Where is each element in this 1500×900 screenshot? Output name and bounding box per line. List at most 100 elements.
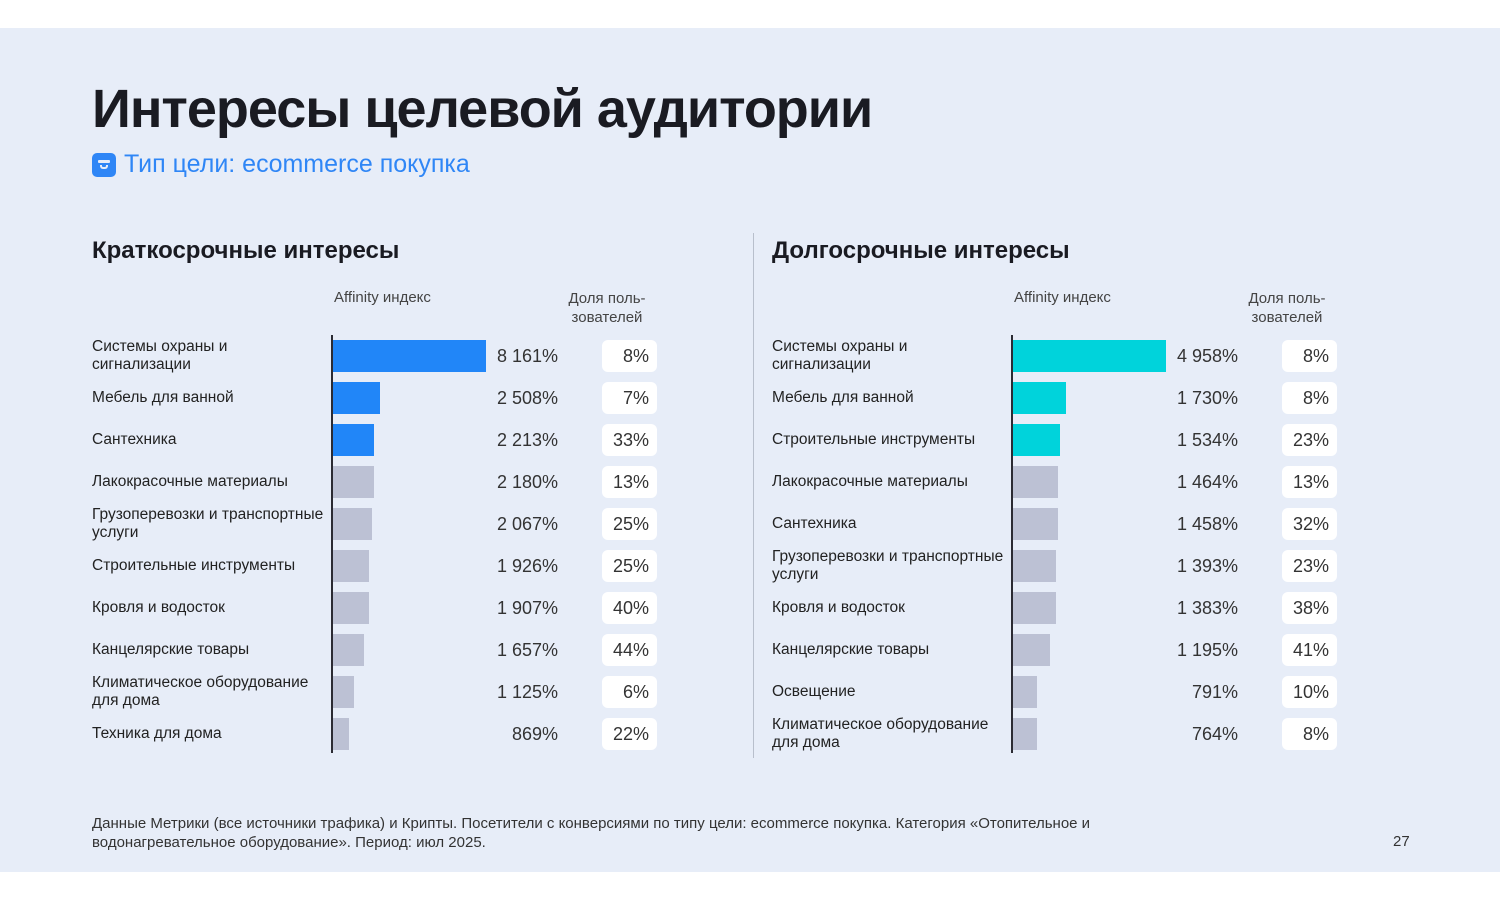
chart-row: Грузоперевозки и транспортные услуги 2 06… [92,503,732,545]
affinity-bar [333,424,375,456]
chart-row: Техника для дома 869% 22% [92,713,732,755]
user-share-badge: 33% [602,424,657,456]
affinity-bar [333,340,486,372]
affinity-bar [1013,718,1037,750]
user-share-badge: 40% [602,592,657,624]
category-label: Сантехника [92,431,177,448]
chart-row: Строительные инструменты 1 534% 23% [772,419,1412,461]
chart-row: Кровля и водосток 1 383% 38% [772,587,1412,629]
affinity-value: 1 926% [496,556,558,576]
chart-row: Кровля и водосток 1 907% 40% [92,587,732,629]
affinity-value: 2 213% [496,430,558,450]
user-share-badge: 41% [1282,634,1337,666]
category-label: Мебель для ванной [92,389,234,406]
user-share-badge: 8% [1282,718,1337,750]
user-share-badge: 22% [602,718,657,750]
category-label: Мебель для ванной [772,389,914,406]
chart-row: Строительные инструменты 1 926% 25% [92,545,732,587]
chart-axis [1011,335,1013,753]
category-label: Кровля и водосток [92,599,225,616]
category-label: Грузоперевозки и транспортные услуги [772,548,1004,583]
affinity-value: 1 730% [1176,388,1238,408]
chart-row: Мебель для ванной 2 508% 7% [92,377,732,419]
user-share-badge: 6% [602,676,657,708]
long-term-interests-panel: Долгосрочные интересы Affinity индекс До… [772,233,1412,763]
affinity-bar [333,676,355,708]
panel-title-short-term: Краткосрочные интересы [92,237,400,264]
affinity-value: 1 383% [1176,598,1238,618]
category-label: Лакокрасочные материалы [92,473,288,490]
category-label: Системы охраны и сигнализации [92,338,228,373]
chart-axis [331,335,333,753]
affinity-bar [333,550,370,582]
affinity-column-header: Affinity индекс [334,289,431,306]
user-share-badge: 32% [1282,508,1337,540]
category-label: Системы охраны и сигнализации [772,338,908,373]
affinity-bar [1013,424,1061,456]
affinity-bar [333,508,372,540]
affinity-bar [1013,466,1059,498]
affinity-value: 4 958% [1176,346,1238,366]
affinity-bar [333,718,350,750]
chart-row: Лакокрасочные материалы 1 464% 13% [772,461,1412,503]
goal-type: Тип цели: ecommerce покупка [92,150,470,179]
chart-row: Сантехника 2 213% 33% [92,419,732,461]
category-label: Кровля и водосток [772,599,905,616]
user-share-badge: 23% [1282,550,1337,582]
chart-row: Освещение 791% 10% [772,671,1412,713]
affinity-value: 2 067% [496,514,558,534]
page-title: Интересы целевой аудитории [92,79,873,139]
affinity-bar [1013,340,1166,372]
panel-divider [753,233,754,758]
affinity-value: 2 508% [496,388,558,408]
slide: Интересы целевой аудитории Тип цели: eco… [0,28,1500,872]
category-label: Сантехника [772,515,857,532]
category-label: Климатическое оборудование для дома [92,674,309,709]
goal-type-label: Тип цели: ecommerce покупка [124,150,470,178]
short-term-interests-panel: Краткосрочные интересы Affinity индекс Д… [92,233,732,763]
chart-row: Системы охраны и сигнализации 8 161% 8% [92,335,732,377]
affinity-bar [1013,592,1056,624]
chart-row: Климатическое оборудование для дома 764% 8… [772,713,1412,755]
affinity-bar [1013,508,1058,540]
share-column-header: Доля поль-зователей [1248,290,1326,326]
affinity-value: 1 464% [1176,472,1238,492]
affinity-bar [333,634,365,666]
footnote: Данные Метрики (все источники трафика) и… [92,815,1091,851]
affinity-bar [333,466,374,498]
affinity-bar [1013,382,1067,414]
chart-row: Мебель для ванной 1 730% 8% [772,377,1412,419]
affinity-value: 1 657% [496,640,558,660]
affinity-value: 1 195% [1176,640,1238,660]
chart-row: Канцелярские товары 1 195% 41% [772,629,1412,671]
user-share-badge: 38% [1282,592,1337,624]
chart-row: Канцелярские товары 1 657% 44% [92,629,732,671]
category-label: Строительные инструменты [92,557,296,574]
category-label: Лакокрасочные материалы [772,473,968,490]
affinity-value: 1 458% [1176,514,1238,534]
chart-row: Лакокрасочные материалы 2 180% 13% [92,461,732,503]
category-label: Климатическое оборудование для дома [772,716,989,751]
user-share-badge: 13% [1282,466,1337,498]
category-label: Освещение [772,683,856,700]
chart-row: Системы охраны и сигнализации 4 958% 8% [772,335,1412,377]
category-label: Грузоперевозки и транспортные услуги [92,506,324,541]
category-label: Техника для дома [92,725,222,742]
user-share-badge: 25% [602,508,657,540]
user-share-badge: 8% [602,340,657,372]
chart-row: Сантехника 1 458% 32% [772,503,1412,545]
page-number: 27 [1393,833,1410,850]
affinity-value: 869% [511,724,558,744]
share-column-header: Доля поль-зователей [568,290,646,326]
user-share-badge: 8% [1282,382,1337,414]
user-share-badge: 8% [1282,340,1337,372]
affinity-value: 764% [1191,724,1238,744]
affinity-bar [333,382,381,414]
goal-basket-icon [92,152,116,177]
affinity-bar [1013,634,1050,666]
user-share-badge: 7% [602,382,657,414]
chart-row: Климатическое оборудование для дома 1 125… [92,671,732,713]
affinity-bar [333,592,369,624]
user-share-badge: 13% [602,466,657,498]
user-share-badge: 25% [602,550,657,582]
